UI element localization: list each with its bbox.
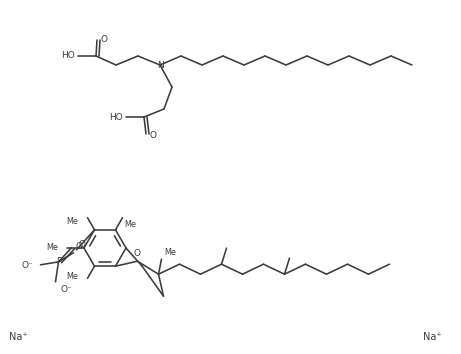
Text: O⁻: O⁻ (22, 261, 34, 270)
Text: O⁻: O⁻ (60, 285, 72, 294)
Text: Me: Me (67, 272, 78, 281)
Text: Na⁺: Na⁺ (423, 332, 441, 342)
Text: O: O (75, 242, 82, 251)
Text: O: O (149, 131, 156, 141)
Text: O: O (100, 34, 107, 44)
Text: HO: HO (61, 51, 75, 61)
Text: N: N (157, 61, 163, 69)
Text: Me: Me (165, 248, 177, 257)
Text: HO: HO (109, 113, 123, 121)
Text: Na⁺: Na⁺ (9, 332, 27, 342)
Text: Me: Me (46, 244, 58, 252)
Text: P: P (56, 257, 61, 266)
Text: Me: Me (67, 217, 78, 226)
Text: O: O (78, 240, 85, 249)
Text: O: O (133, 249, 140, 258)
Text: Me: Me (124, 220, 136, 229)
